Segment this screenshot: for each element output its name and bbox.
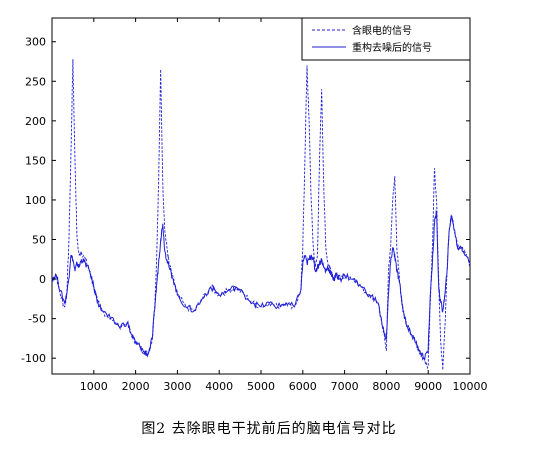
x-tick-label: 4000 <box>205 380 233 393</box>
x-tick-label: 6000 <box>289 380 317 393</box>
series-layer <box>51 59 471 371</box>
x-tick-label: 10000 <box>453 380 488 393</box>
y-tick-label: 250 <box>25 75 46 88</box>
legend: 含眼电的信号 重构去噪后的信号 <box>301 17 471 61</box>
y-tick-label: 50 <box>32 234 46 247</box>
y-tick-label: 0 <box>39 273 46 286</box>
line-chart: 1000 2000 3000 4000 5000 6000 7000 8000 9000 1000… <box>21 17 488 393</box>
y-tick-label: 100 <box>25 194 46 207</box>
x-tick-label: 3000 <box>163 380 191 393</box>
x-tick-label: 5000 <box>247 380 275 393</box>
y-tick-label: 300 <box>25 36 46 49</box>
y-tick-label: -50 <box>28 313 46 326</box>
x-tick-label: 9000 <box>414 380 442 393</box>
legend-label-denoised: 重构去噪后的信号 <box>352 41 432 54</box>
series-line-denoised <box>51 209 471 362</box>
x-tick-label: 7000 <box>331 380 359 393</box>
plot-area <box>51 17 471 375</box>
figure-caption: 图2 去除眼电干扰前后的脑电信号对比 <box>141 421 397 437</box>
legend-label-with-eog: 含眼电的信号 <box>352 24 412 37</box>
x-tick-label: 1000 <box>80 380 108 393</box>
y-tick-label: -100 <box>21 352 46 365</box>
y-tick-label: 200 <box>25 115 46 128</box>
x-tick-label: 2000 <box>122 380 150 393</box>
axis-layer: 1000 2000 3000 4000 5000 6000 7000 8000 9000 1000… <box>21 18 488 393</box>
series-line-with-eog <box>51 59 471 371</box>
legend-box <box>301 17 471 61</box>
y-tick-label: 150 <box>25 154 46 167</box>
x-tick-label: 8000 <box>372 380 400 393</box>
